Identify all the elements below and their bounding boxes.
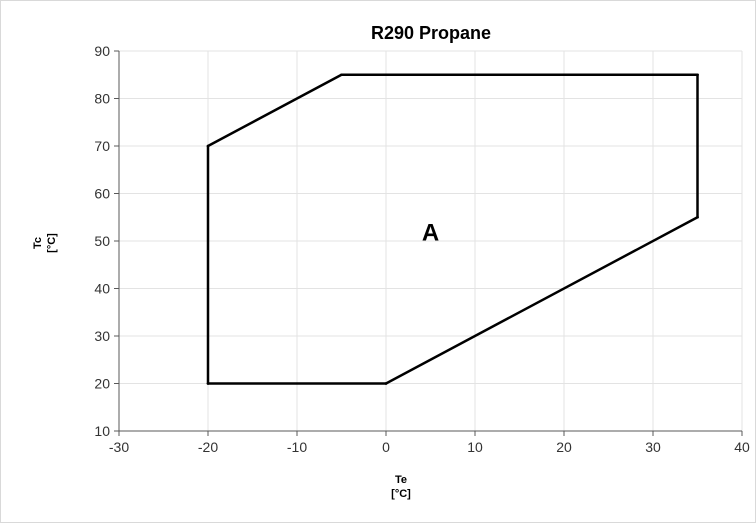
x-tick-label: 10 [467,439,483,455]
region-label-a: A [422,220,439,247]
chart-title: R290 Propane [371,23,491,43]
envelope-segment [206,73,343,148]
y-tick-label: 70 [94,138,110,154]
y-tick-label: 80 [94,91,110,107]
x-axis-title-line1: Te [395,474,407,486]
y-axis-title-line1: Tc [32,237,44,249]
envelope-segment [384,216,699,385]
envelope-vertex [206,382,210,385]
x-tick-label: 0 [382,439,390,455]
x-tick-label: -10 [287,439,307,455]
envelope-vertex [340,73,343,77]
series-layer [206,73,699,385]
y-tick-label: 10 [94,423,110,439]
y-axis-title: Tc [°C] [32,233,58,253]
x-tick-label: -30 [109,439,129,455]
x-tick-label: 20 [556,439,572,455]
envelope-vertex [696,215,699,219]
annotation-layer: A [422,220,439,247]
x-axis-title-line2: [°C] [391,488,411,500]
y-axis-title-line2: [°C] [46,233,58,253]
y-tick-label: 40 [94,281,110,297]
y-tick-label: 50 [94,233,110,249]
x-tick-label: -20 [198,439,218,455]
x-tick-label: 30 [645,439,661,455]
y-tick-label: 30 [94,328,110,344]
envelope-vertex [696,73,699,77]
y-tick-label: 60 [94,186,110,202]
envelope-vertex [206,144,210,148]
grid-layer [118,50,743,432]
envelope-vertex [384,382,388,385]
y-tick-label: 20 [94,376,110,392]
axis-layer [114,50,743,436]
y-tick-label: 90 [94,43,110,59]
x-tick-label: 40 [734,439,750,455]
tick-labels: -30 -20 -10 0 10 20 30 40 10 20 30 40 50 60 70 80 90 [94,43,750,455]
